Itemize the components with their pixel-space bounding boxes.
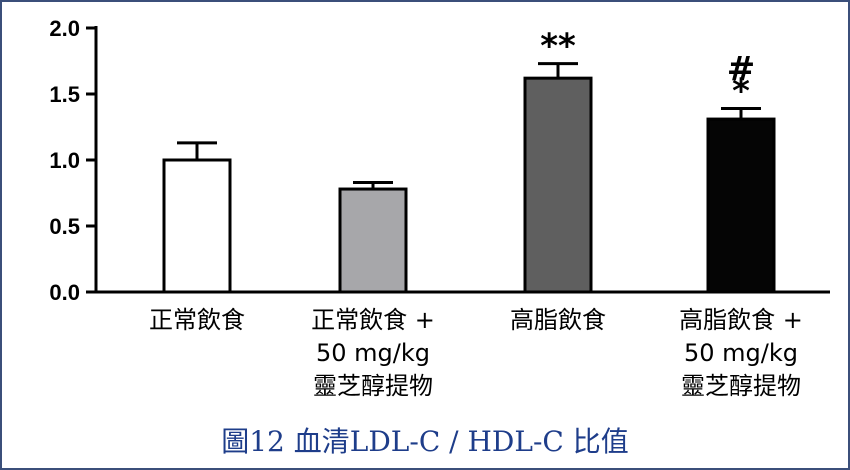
bar bbox=[162, 158, 232, 294]
y-tick-label: 1.0 bbox=[49, 148, 80, 173]
bar-chart: 0.0 0.5 1.0 1.5 2.0 ** #* bbox=[49, 16, 830, 305]
category-label: 高脂飲食 bbox=[510, 306, 606, 334]
y-tick-label: 2.0 bbox=[49, 16, 80, 41]
y-tick-label: 0.0 bbox=[49, 280, 80, 305]
bar bbox=[523, 76, 593, 294]
significance-marker: ** bbox=[540, 27, 576, 67]
significance-marker: * bbox=[732, 72, 750, 112]
bar bbox=[706, 117, 776, 294]
significance-marker: # bbox=[727, 50, 756, 90]
category-label: 正常飲食 bbox=[149, 306, 245, 334]
figure-caption: 圖12 血清LDL-C / HDL-C 比值 bbox=[221, 425, 629, 458]
y-tick-label: 0.5 bbox=[49, 214, 80, 239]
category-label: 正常飲食 + 50 mg/kg 靈芝醇提物 bbox=[311, 306, 435, 400]
y-tick-label: 1.5 bbox=[49, 82, 80, 107]
category-label: 高脂飲食 + 50 mg/kg 靈芝醇提物 bbox=[679, 306, 803, 400]
bar bbox=[338, 187, 408, 294]
